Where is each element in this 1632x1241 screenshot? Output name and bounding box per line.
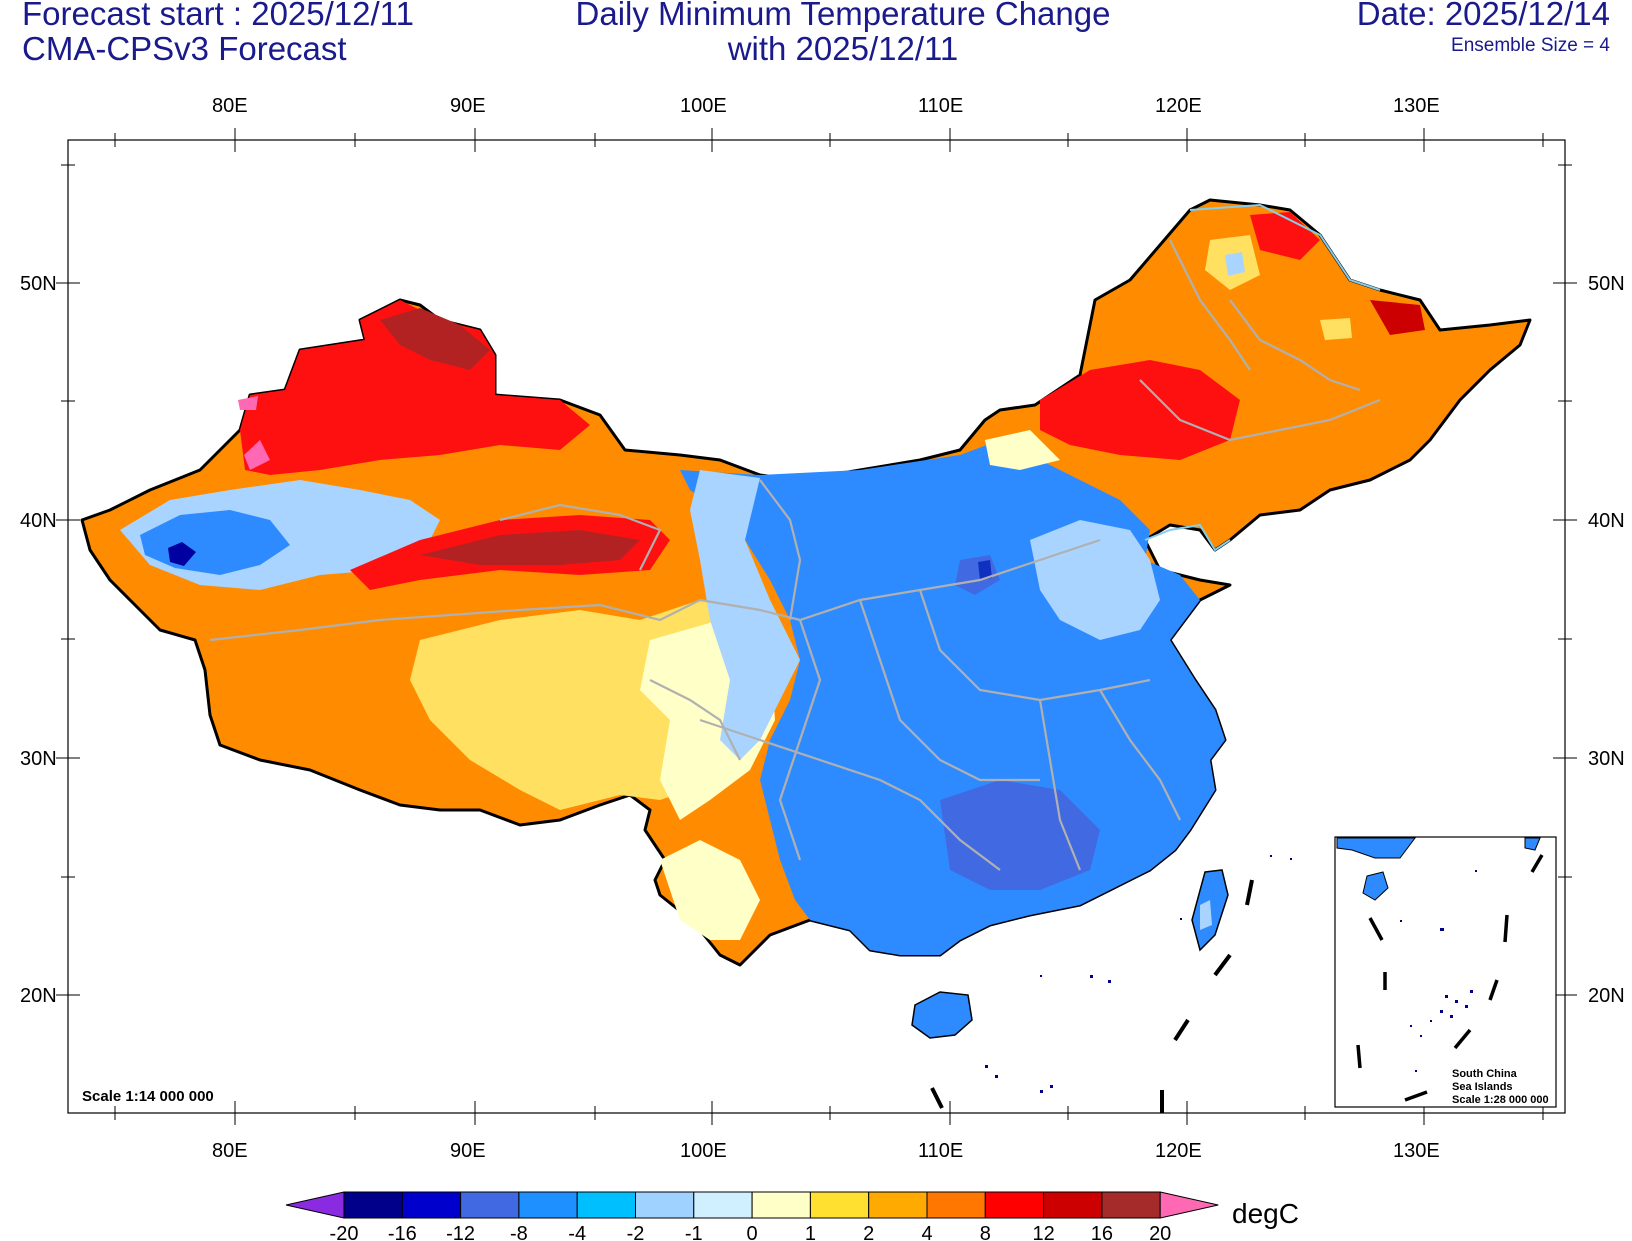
lat-label-left-40: 40N: [20, 510, 57, 532]
amur-river: [1189, 203, 1381, 291]
inset-caption-line3: Scale 1:28 000 000: [1452, 1094, 1549, 1106]
colorbar-tick-label: 0: [747, 1223, 758, 1241]
inset-hainan: [1362, 871, 1389, 901]
date-label: Date: 2025/12/14: [1356, 0, 1610, 32]
colorbar-tick-label: -12: [446, 1223, 475, 1241]
inset-taiwan-tip: [1524, 837, 1541, 851]
colorbar-tick-label: -20: [330, 1223, 359, 1241]
lon-label-bottom-110: 110E: [918, 1140, 964, 1162]
colorbar-swatch: [868, 1191, 928, 1219]
northeast-red-zone-3: [1370, 300, 1425, 335]
scs-islands: [985, 855, 1292, 1093]
colorbar-tick-label: -1: [685, 1223, 703, 1241]
colorbar-swatch: [576, 1191, 637, 1219]
colorbar-swatch: [518, 1191, 578, 1219]
colorbar-swatch: [1043, 1191, 1103, 1219]
inset-caption-line1: South China: [1452, 1068, 1517, 1080]
nine-dash-line: [930, 879, 1254, 1113]
lon-label-top-90: 90E: [450, 95, 486, 117]
colorbar-swatch: [460, 1191, 520, 1219]
pink-extreme-zone-2: [238, 396, 258, 410]
northeast-light-spot: [1225, 252, 1245, 276]
colorbar-tick-label: -2: [627, 1223, 645, 1241]
pink-extreme-zone: [244, 440, 270, 470]
colorbar-low-extend: [285, 1191, 345, 1219]
xinjiang-darkred-zone: [380, 308, 490, 370]
colorbar-unit: degC: [1232, 1198, 1299, 1229]
colorbar-tick-label: 12: [1032, 1223, 1054, 1241]
central-darkred-streak: [420, 530, 640, 565]
lat-label-right-30: 30N: [1588, 748, 1625, 770]
axis-ticks: [56, 128, 1577, 1125]
lon-label-bottom-120: 120E: [1155, 1140, 1202, 1162]
bohai-coastline: [1144, 523, 1231, 552]
colorbar-tick-label: -8: [510, 1223, 528, 1241]
west-cool-transition: [690, 470, 800, 760]
colorbar-tick-label: 20: [1149, 1223, 1171, 1241]
forecast-start-label: Forecast start : 2025/12/11: [22, 0, 414, 32]
lon-label-top-120: 120E: [1155, 95, 1202, 117]
chart-title: Daily Minimum Temperature Change: [575, 0, 1111, 32]
lon-label-top-100: 100E: [680, 95, 727, 117]
lon-label-top-80: 80E: [212, 95, 248, 117]
south-china-deep-blue: [940, 780, 1100, 890]
map-scale-label: Scale 1:14 000 000: [82, 1088, 214, 1105]
inset-caption-line2: Sea Islands: [1452, 1081, 1513, 1093]
northeast-red-zone-2: [1250, 212, 1320, 260]
inset-islands: [1400, 870, 1477, 1072]
colorbar-swatch: [926, 1191, 986, 1219]
taiwan-light: [1200, 900, 1212, 930]
lon-label-bottom-130: 130E: [1393, 1140, 1440, 1162]
colorbar-tick-label: 8: [980, 1223, 991, 1241]
inset-dash-line: [1356, 854, 1544, 1102]
colorbar-swatch: [343, 1191, 403, 1219]
north-china-light-zone: [1030, 520, 1160, 640]
colorbar-high-extend: [1159, 1191, 1219, 1219]
colorbar-swatch: [751, 1191, 811, 1219]
lon-label-top-130: 130E: [1393, 95, 1440, 117]
colorbar-swatch: [693, 1191, 753, 1219]
colorbar-swatch: [1101, 1191, 1161, 1219]
lat-label-left-20: 20N: [20, 985, 57, 1007]
hainan-island: [911, 991, 973, 1039]
northeast-yellow-spot-2: [1320, 318, 1352, 340]
inset-map: [1334, 836, 1557, 1108]
colorbar: -20 -16 -12 -8 -4 -2 -1 0 1 2 4 8 12 16 20: [285, 1191, 1219, 1241]
colorbar-swatch: [809, 1191, 870, 1219]
inset-caption: South China Sea Islands Scale 1:28 000 0…: [1452, 1068, 1549, 1107]
northeast-red-zone: [1040, 360, 1240, 460]
sichuan-deep-blue: [978, 560, 992, 580]
colorbar-tick-label: 2: [863, 1223, 874, 1241]
lat-label-right-20: 20N: [1588, 985, 1625, 1007]
province-boundaries: [209, 239, 1381, 871]
lon-label-top-110: 110E: [918, 95, 964, 117]
lat-label-right-40: 40N: [1588, 510, 1625, 532]
yunnan-light-zone: [660, 840, 760, 940]
lat-label-left-50: 50N: [20, 273, 57, 295]
tarim-deep-blue: [168, 542, 196, 566]
lon-label-bottom-80: 80E: [212, 1140, 248, 1162]
colorbar-tick-label: 1: [805, 1223, 816, 1241]
colorbar-tick-label: -4: [568, 1223, 586, 1241]
xinjiang-red-zone: [240, 300, 590, 475]
colorbar-swatch: [401, 1191, 462, 1219]
colorbar-swatch: [984, 1191, 1045, 1219]
inset-coast: [1336, 837, 1416, 859]
ensemble-size-label: Ensemble Size = 4: [1451, 35, 1610, 56]
lat-label-left-30: 30N: [20, 748, 57, 770]
colorbar-tick-label: -16: [388, 1223, 417, 1241]
lat-label-right-50: 50N: [1588, 273, 1625, 295]
china-map: [80, 198, 1532, 1113]
model-label: CMA-CPSv3 Forecast: [22, 30, 347, 67]
lon-label-bottom-100: 100E: [680, 1140, 727, 1162]
colorbar-swatch: [635, 1191, 695, 1219]
lon-label-bottom-90: 90E: [450, 1140, 486, 1162]
inner-mongolia-yellow: [985, 430, 1060, 470]
chart-subtitle: with 2025/12/11: [727, 30, 959, 67]
colorbar-tick-label: 4: [921, 1223, 932, 1241]
colorbar-tick-label: 16: [1091, 1223, 1113, 1241]
